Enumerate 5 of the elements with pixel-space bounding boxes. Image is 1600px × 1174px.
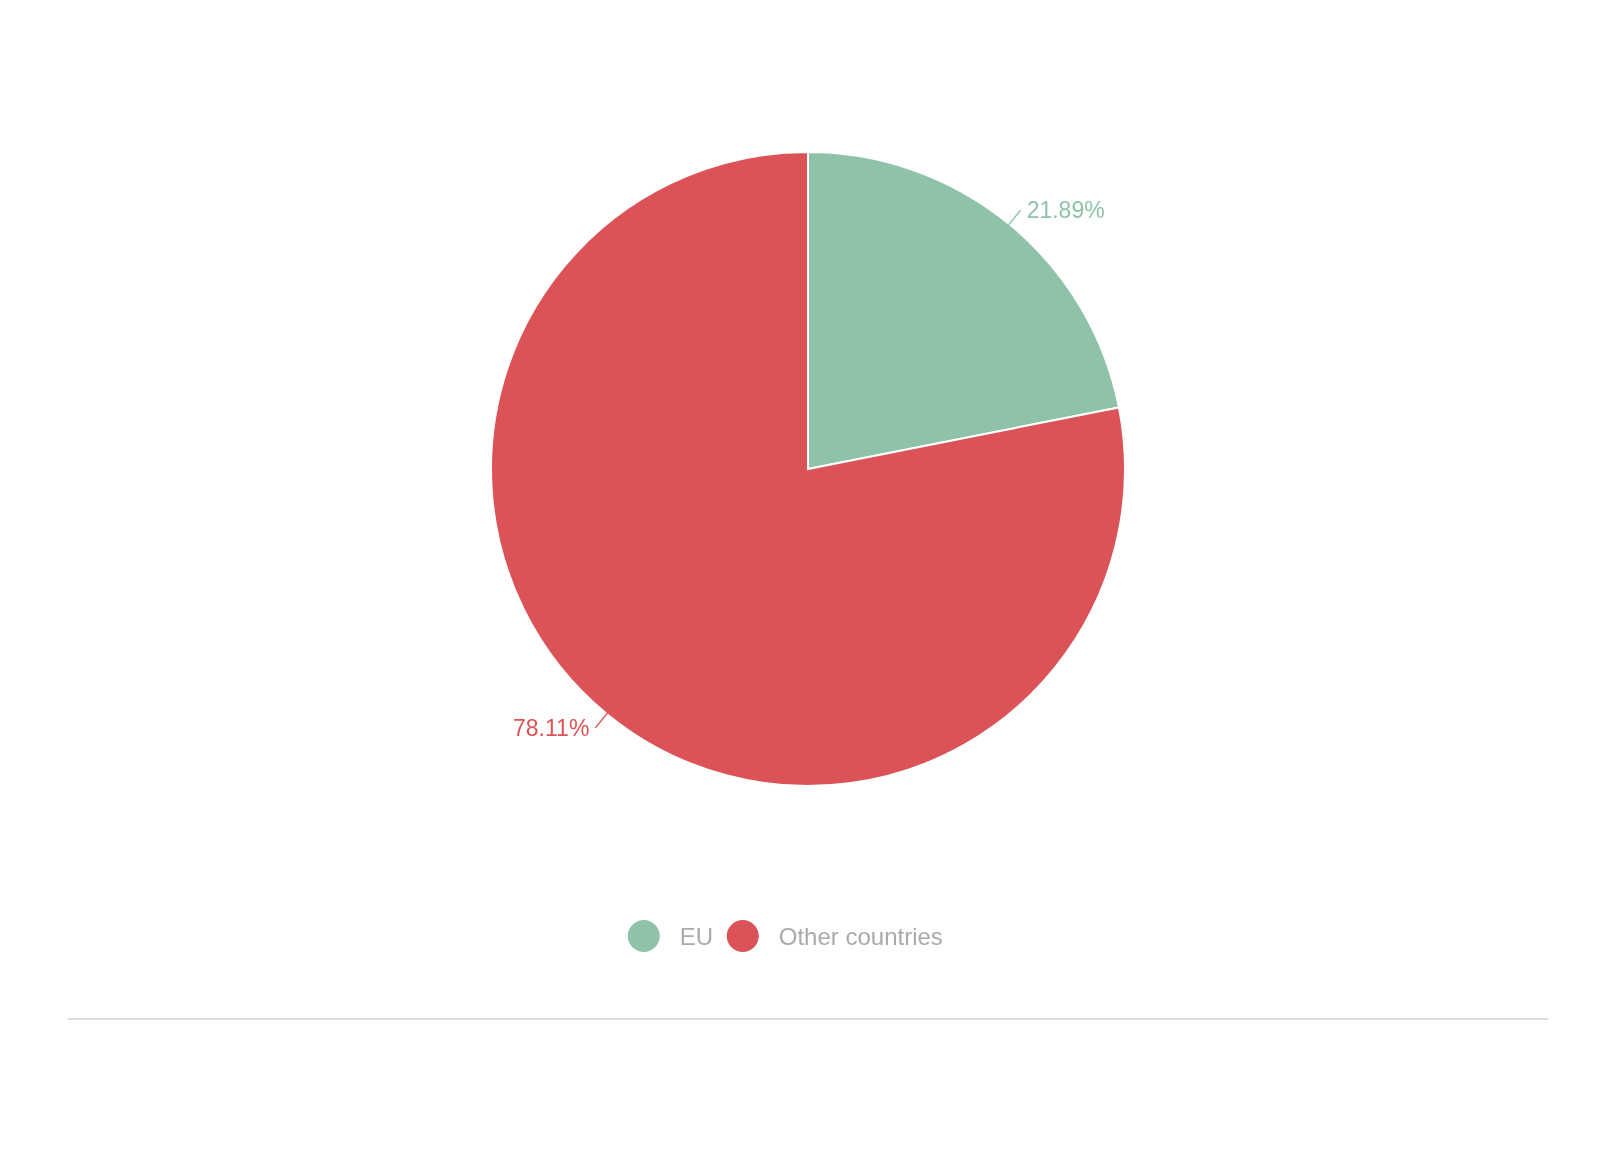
legend-label: EU [679, 923, 714, 950]
data-label: 21.89% [1026, 197, 1105, 224]
pie-slice [490, 151, 1126, 787]
data-label: 78.11% [513, 714, 590, 741]
legend-label: Other countries [778, 923, 943, 950]
